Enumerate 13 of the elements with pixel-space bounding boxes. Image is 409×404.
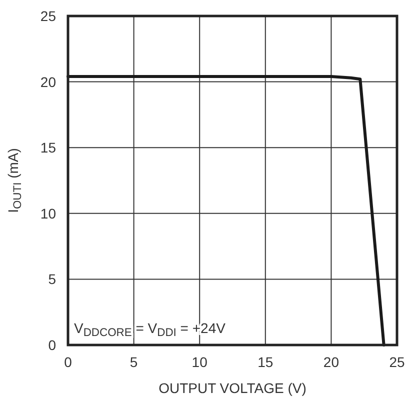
x-tick-label: 20 bbox=[323, 354, 340, 370]
x-axis-title: OUTPUT VOLTAGE (V) bbox=[158, 380, 306, 396]
y-tick-label: 5 bbox=[48, 271, 56, 288]
y-tick-label: 0 bbox=[48, 337, 56, 353]
x-tick-label: 5 bbox=[130, 354, 138, 370]
x-tick-label: 25 bbox=[389, 354, 405, 370]
y-tick-label: 20 bbox=[40, 74, 56, 90]
x-tick-label: 10 bbox=[192, 354, 208, 370]
y-tick-label: 25 bbox=[40, 8, 56, 24]
y-tick-label: 10 bbox=[40, 205, 56, 222]
x-tick-label: 0 bbox=[64, 354, 72, 370]
x-tick-label: 15 bbox=[258, 354, 274, 370]
y-tick-label: 15 bbox=[40, 140, 56, 156]
